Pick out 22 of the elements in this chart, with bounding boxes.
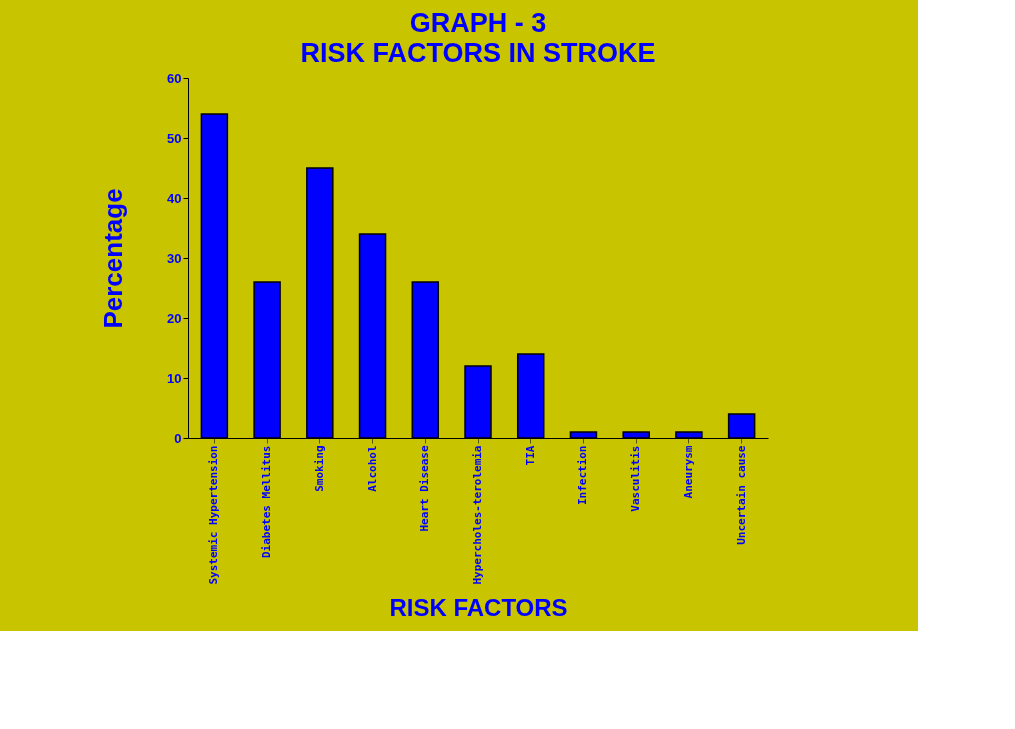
y-tick-label: 10 (167, 370, 182, 386)
chart-title: GRAPH - 3 (409, 8, 547, 38)
y-axis-title: Percentage (98, 188, 129, 329)
x-tick-label: Uncertain cause (734, 445, 748, 545)
y-tick-label: 50 (167, 130, 182, 146)
x-tick-label: Infection (576, 445, 590, 506)
y-tick-label: 30 (167, 250, 182, 266)
y-tick-label: 20 (167, 310, 182, 326)
x-tick-label: TIA (523, 445, 537, 466)
y-tick-label: 40 (167, 190, 182, 206)
y-tick-label: 0 (174, 430, 182, 446)
chart-subtitle: RISK FACTORS IN STROKE (300, 38, 656, 68)
x-tick-label: Smoking (312, 445, 326, 492)
x-tick-label: Systemic Hypertension (207, 445, 221, 585)
x-tick-label: Hypercholes-terolemia (471, 445, 484, 585)
y-tick-label: 60 (167, 70, 182, 86)
x-tick-label: Vasculitis (629, 445, 643, 512)
x-tick-label: Aneurysm (681, 445, 695, 499)
x-tick-label: Diabetes Mellitus (260, 445, 274, 559)
x-tick-label: Heart Disease (418, 445, 432, 532)
x-axis-title: RISK FACTORS (389, 593, 568, 621)
x-tick-label: Alcohol (365, 445, 379, 492)
